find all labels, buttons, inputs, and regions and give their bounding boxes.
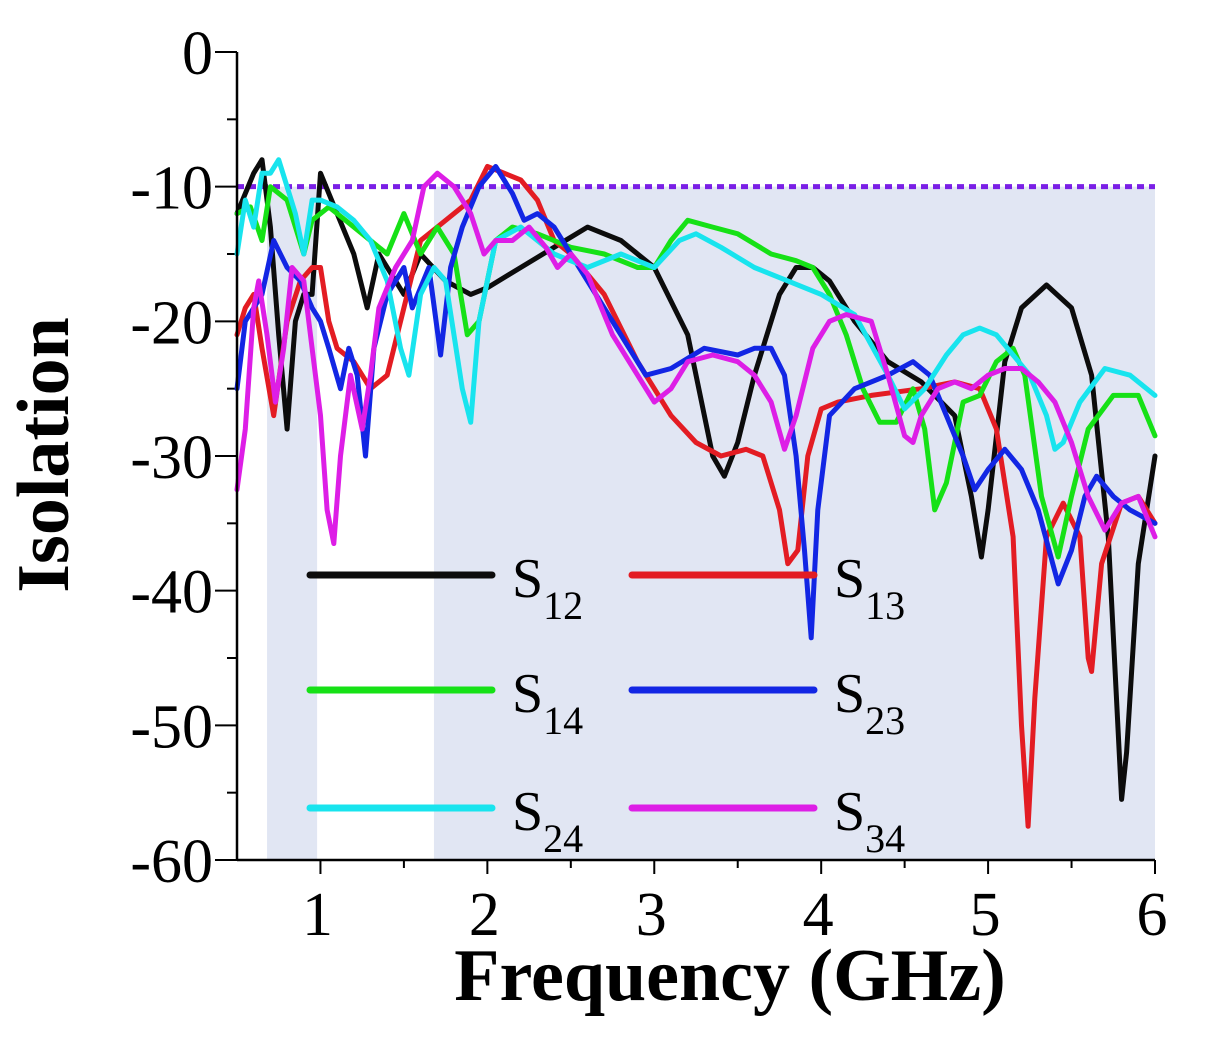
legend: S12 S13 S14 S23 S24 S34 bbox=[306, 548, 905, 861]
x-tick-label: 5 bbox=[970, 881, 1001, 949]
tick-labels: 1 2 3 4 5 6 0 -10 -20 -30 -40 -50 -60 bbox=[130, 20, 1167, 949]
series-line-s13 bbox=[234, 164, 1158, 829]
series-line-s34 bbox=[234, 170, 1158, 546]
axes bbox=[235, 52, 1155, 862]
y-tick-label: -20 bbox=[130, 289, 213, 357]
y-tick-label: -60 bbox=[130, 828, 213, 896]
x-tick-label: 1 bbox=[302, 881, 333, 949]
legend-entry-s24: S24 bbox=[306, 781, 583, 861]
axis-ticks bbox=[215, 51, 1156, 874]
series-line-s14 bbox=[234, 184, 1158, 560]
series-line-s23 bbox=[234, 164, 1158, 641]
y-axis-title: Isolation bbox=[3, 317, 85, 593]
legend-entry-s12: S12 bbox=[306, 548, 583, 628]
y-tick-label: 0 bbox=[182, 20, 213, 88]
legend-entry-s13: S13 bbox=[628, 548, 905, 628]
series-line-s24 bbox=[234, 157, 1158, 452]
y-tick-label: -10 bbox=[130, 155, 213, 223]
legend-label: S23 bbox=[834, 663, 905, 743]
legend-label: S24 bbox=[512, 781, 583, 861]
legend-label: S13 bbox=[834, 548, 905, 628]
x-tick-label: 6 bbox=[1137, 881, 1168, 949]
legend-label: S14 bbox=[512, 663, 583, 743]
y-tick-label: -40 bbox=[130, 559, 213, 627]
x-tick-label: 2 bbox=[469, 881, 500, 949]
legend-entry-s14: S14 bbox=[306, 663, 583, 743]
legend-label: S34 bbox=[834, 781, 905, 861]
legend-label: S12 bbox=[512, 548, 583, 628]
x-tick-label: 3 bbox=[636, 881, 667, 949]
x-tick-label: 4 bbox=[803, 881, 834, 949]
legend-entry-s34: S34 bbox=[628, 781, 905, 861]
y-tick-label: -30 bbox=[130, 424, 213, 492]
series-line-s12 bbox=[234, 157, 1158, 802]
legend-entry-s23: S23 bbox=[628, 663, 905, 743]
x-axis-title: Frequency (GHz) bbox=[454, 935, 1005, 1017]
series-layer bbox=[234, 157, 1158, 829]
y-tick-label: -50 bbox=[130, 693, 213, 761]
